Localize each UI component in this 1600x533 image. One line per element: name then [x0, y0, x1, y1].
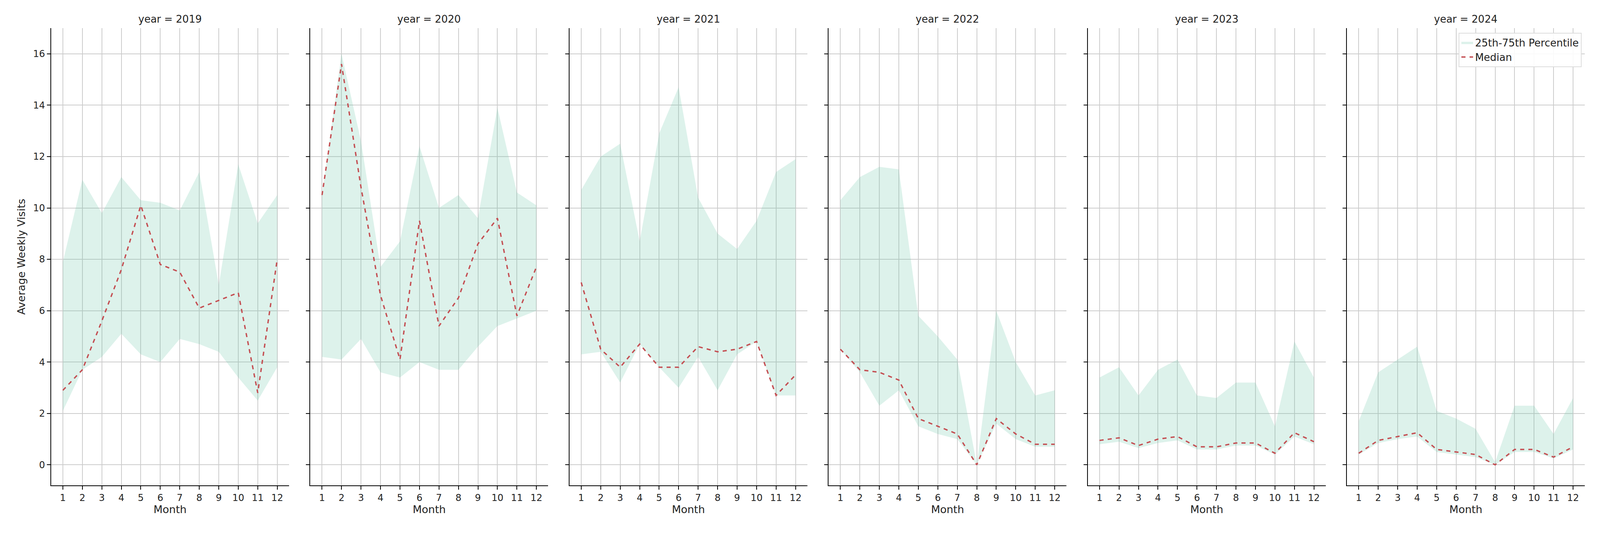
svg-text:5: 5: [137, 492, 144, 504]
svg-text:12: 12: [1307, 492, 1320, 504]
svg-text:2: 2: [39, 408, 45, 420]
svg-text:5: 5: [1433, 492, 1440, 504]
svg-text:8: 8: [196, 492, 202, 504]
svg-text:Median: Median: [1475, 51, 1513, 64]
svg-text:14: 14: [33, 100, 46, 111]
svg-text:2: 2: [79, 492, 86, 504]
svg-text:4: 4: [1414, 492, 1420, 504]
svg-text:7: 7: [176, 492, 183, 504]
svg-text:4: 4: [636, 492, 643, 504]
svg-text:8: 8: [1492, 492, 1499, 504]
svg-text:1: 1: [1355, 492, 1362, 504]
svg-text:Month: Month: [1190, 503, 1224, 516]
svg-text:1: 1: [837, 492, 844, 504]
svg-text:7: 7: [1472, 492, 1479, 504]
svg-text:5: 5: [656, 492, 663, 504]
svg-text:12: 12: [271, 492, 284, 504]
svg-text:12: 12: [530, 492, 543, 504]
svg-text:5: 5: [1174, 492, 1181, 504]
svg-text:2: 2: [1116, 492, 1122, 504]
svg-text:2: 2: [857, 492, 863, 504]
svg-text:8: 8: [714, 492, 721, 504]
svg-text:6: 6: [1453, 492, 1459, 504]
svg-text:Average Weekly Visits: Average Weekly Visits: [15, 198, 28, 315]
svg-text:8: 8: [455, 492, 462, 504]
svg-text:10: 10: [491, 492, 504, 504]
svg-text:year = 2023: year = 2023: [1175, 13, 1239, 25]
svg-text:11: 11: [510, 492, 524, 504]
svg-text:7: 7: [1213, 492, 1220, 504]
svg-text:2: 2: [338, 492, 345, 504]
svg-text:12: 12: [1048, 492, 1061, 504]
svg-text:11: 11: [1029, 492, 1042, 504]
svg-text:12: 12: [789, 492, 802, 504]
svg-text:9: 9: [475, 492, 481, 504]
svg-text:year = 2020: year = 2020: [397, 13, 461, 25]
svg-text:10: 10: [1528, 492, 1541, 504]
svg-text:1: 1: [319, 492, 325, 504]
svg-text:6: 6: [934, 492, 941, 504]
svg-text:10: 10: [232, 492, 245, 504]
svg-text:8: 8: [973, 492, 980, 504]
svg-text:Month: Month: [153, 503, 187, 516]
svg-text:Month: Month: [930, 503, 965, 516]
svg-text:1: 1: [578, 492, 584, 504]
svg-text:year = 2021: year = 2021: [656, 13, 721, 25]
svg-text:3: 3: [98, 492, 105, 504]
svg-text:9: 9: [993, 492, 1000, 504]
svg-text:6: 6: [416, 492, 423, 504]
svg-text:7: 7: [695, 492, 702, 504]
svg-text:9: 9: [215, 492, 222, 504]
svg-text:3: 3: [1394, 492, 1401, 504]
svg-text:10: 10: [1009, 492, 1022, 504]
svg-text:Month: Month: [1449, 503, 1483, 516]
svg-text:11: 11: [769, 492, 783, 504]
svg-text:2: 2: [597, 492, 604, 504]
svg-text:10: 10: [1269, 492, 1282, 504]
svg-text:25th-75th Percentile: 25th-75th Percentile: [1475, 37, 1579, 49]
svg-text:year = 2019: year = 2019: [138, 13, 202, 25]
svg-text:11: 11: [1288, 492, 1301, 504]
svg-text:9: 9: [1252, 492, 1259, 504]
svg-text:9: 9: [1511, 492, 1518, 504]
svg-text:3: 3: [876, 492, 883, 504]
svg-text:1: 1: [1096, 492, 1103, 504]
svg-text:Month: Month: [671, 503, 706, 516]
svg-text:3: 3: [1135, 492, 1142, 504]
svg-text:7: 7: [954, 492, 961, 504]
svg-text:2: 2: [1375, 492, 1382, 504]
svg-text:11: 11: [251, 492, 265, 504]
svg-text:8: 8: [39, 253, 45, 265]
svg-text:9: 9: [733, 492, 740, 504]
svg-text:11: 11: [1547, 492, 1560, 504]
svg-text:Month: Month: [412, 503, 446, 516]
svg-text:5: 5: [915, 492, 922, 504]
svg-text:0: 0: [39, 459, 45, 471]
svg-text:1: 1: [59, 492, 66, 504]
svg-text:5: 5: [396, 492, 403, 504]
svg-text:8: 8: [1232, 492, 1239, 504]
svg-text:4: 4: [39, 357, 45, 368]
svg-text:6: 6: [1194, 492, 1200, 504]
svg-text:12: 12: [1567, 492, 1580, 504]
svg-text:16: 16: [33, 48, 46, 60]
svg-text:6: 6: [675, 492, 682, 504]
svg-text:6: 6: [39, 305, 45, 317]
svg-text:10: 10: [33, 202, 46, 214]
svg-text:3: 3: [617, 492, 624, 504]
svg-text:10: 10: [750, 492, 763, 504]
svg-text:4: 4: [118, 492, 125, 504]
svg-text:7: 7: [435, 492, 442, 504]
svg-text:4: 4: [895, 492, 902, 504]
svg-text:4: 4: [377, 492, 384, 504]
svg-text:6: 6: [157, 492, 164, 504]
svg-text:4: 4: [1155, 492, 1161, 504]
svg-text:3: 3: [358, 492, 365, 504]
svg-text:year = 2022: year = 2022: [915, 13, 980, 25]
svg-text:12: 12: [33, 151, 46, 163]
svg-text:year = 2024: year = 2024: [1433, 13, 1498, 25]
